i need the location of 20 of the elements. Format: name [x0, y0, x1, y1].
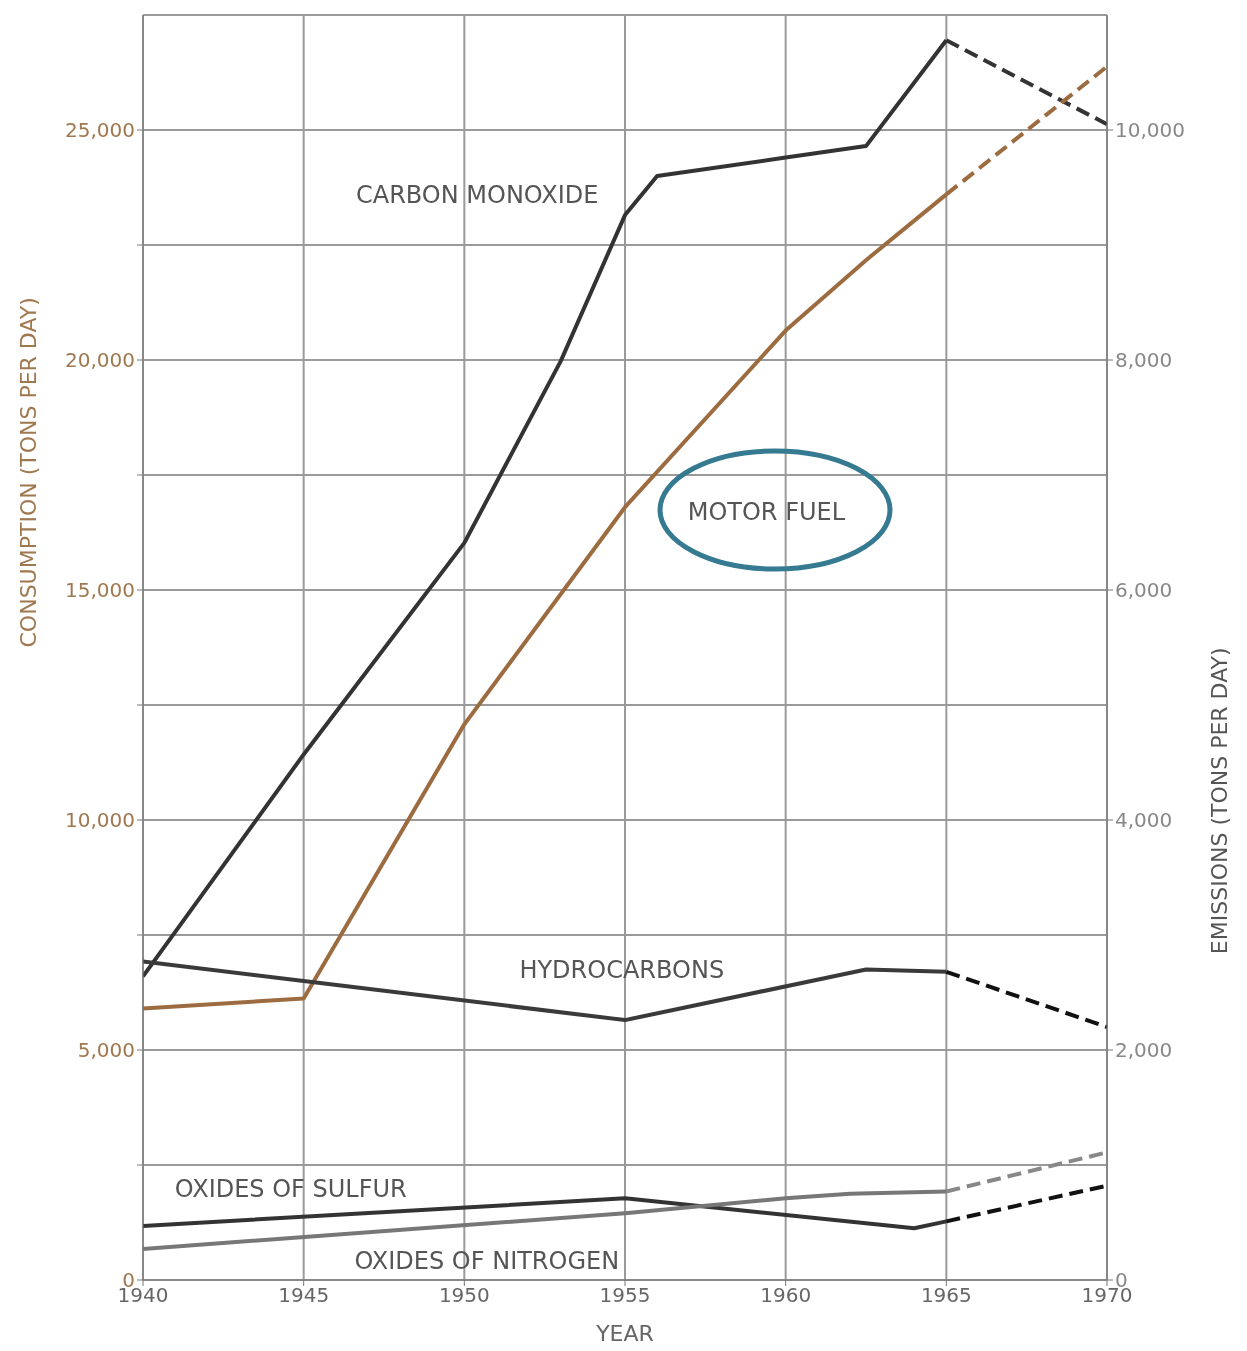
y2-axis-title: EMISSIONS (TONS PER DAY) [1206, 647, 1232, 955]
y-tick-label: 20,000 [65, 348, 135, 373]
y2-tick-label: 10,000 [1115, 118, 1185, 143]
x-tick-label: 1965 [920, 1283, 972, 1308]
y-axis-title: CONSUMPTION (TONS PER DAY) [15, 297, 41, 648]
y2-tick-label: 8,000 [1115, 348, 1173, 373]
y-tick-label: 15,000 [65, 578, 135, 603]
y2-tick-label: 6,000 [1115, 578, 1173, 603]
series-label: CARBON MONOXIDE [355, 180, 599, 209]
x-axis-title: YEAR [595, 1321, 654, 1346]
series-label: MOTOR FUEL [687, 498, 846, 527]
x-tick-label: 1950 [438, 1283, 490, 1308]
x-tick-label: 1960 [760, 1283, 812, 1308]
x-tick-label: 1945 [278, 1283, 330, 1308]
y-tick-label: 25,000 [65, 118, 135, 143]
y-tick-label: 10,000 [65, 808, 135, 833]
y-tick-label: 5,000 [77, 1038, 135, 1063]
x-tick-label: 1955 [599, 1283, 651, 1308]
y2-tick-label: 4,000 [1115, 808, 1173, 833]
y2-tick-label: 2,000 [1115, 1038, 1173, 1063]
